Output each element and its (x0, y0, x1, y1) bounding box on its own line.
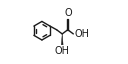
Text: OH: OH (74, 29, 90, 39)
Text: OH: OH (55, 46, 70, 56)
Text: O: O (65, 8, 73, 18)
Polygon shape (61, 34, 63, 45)
